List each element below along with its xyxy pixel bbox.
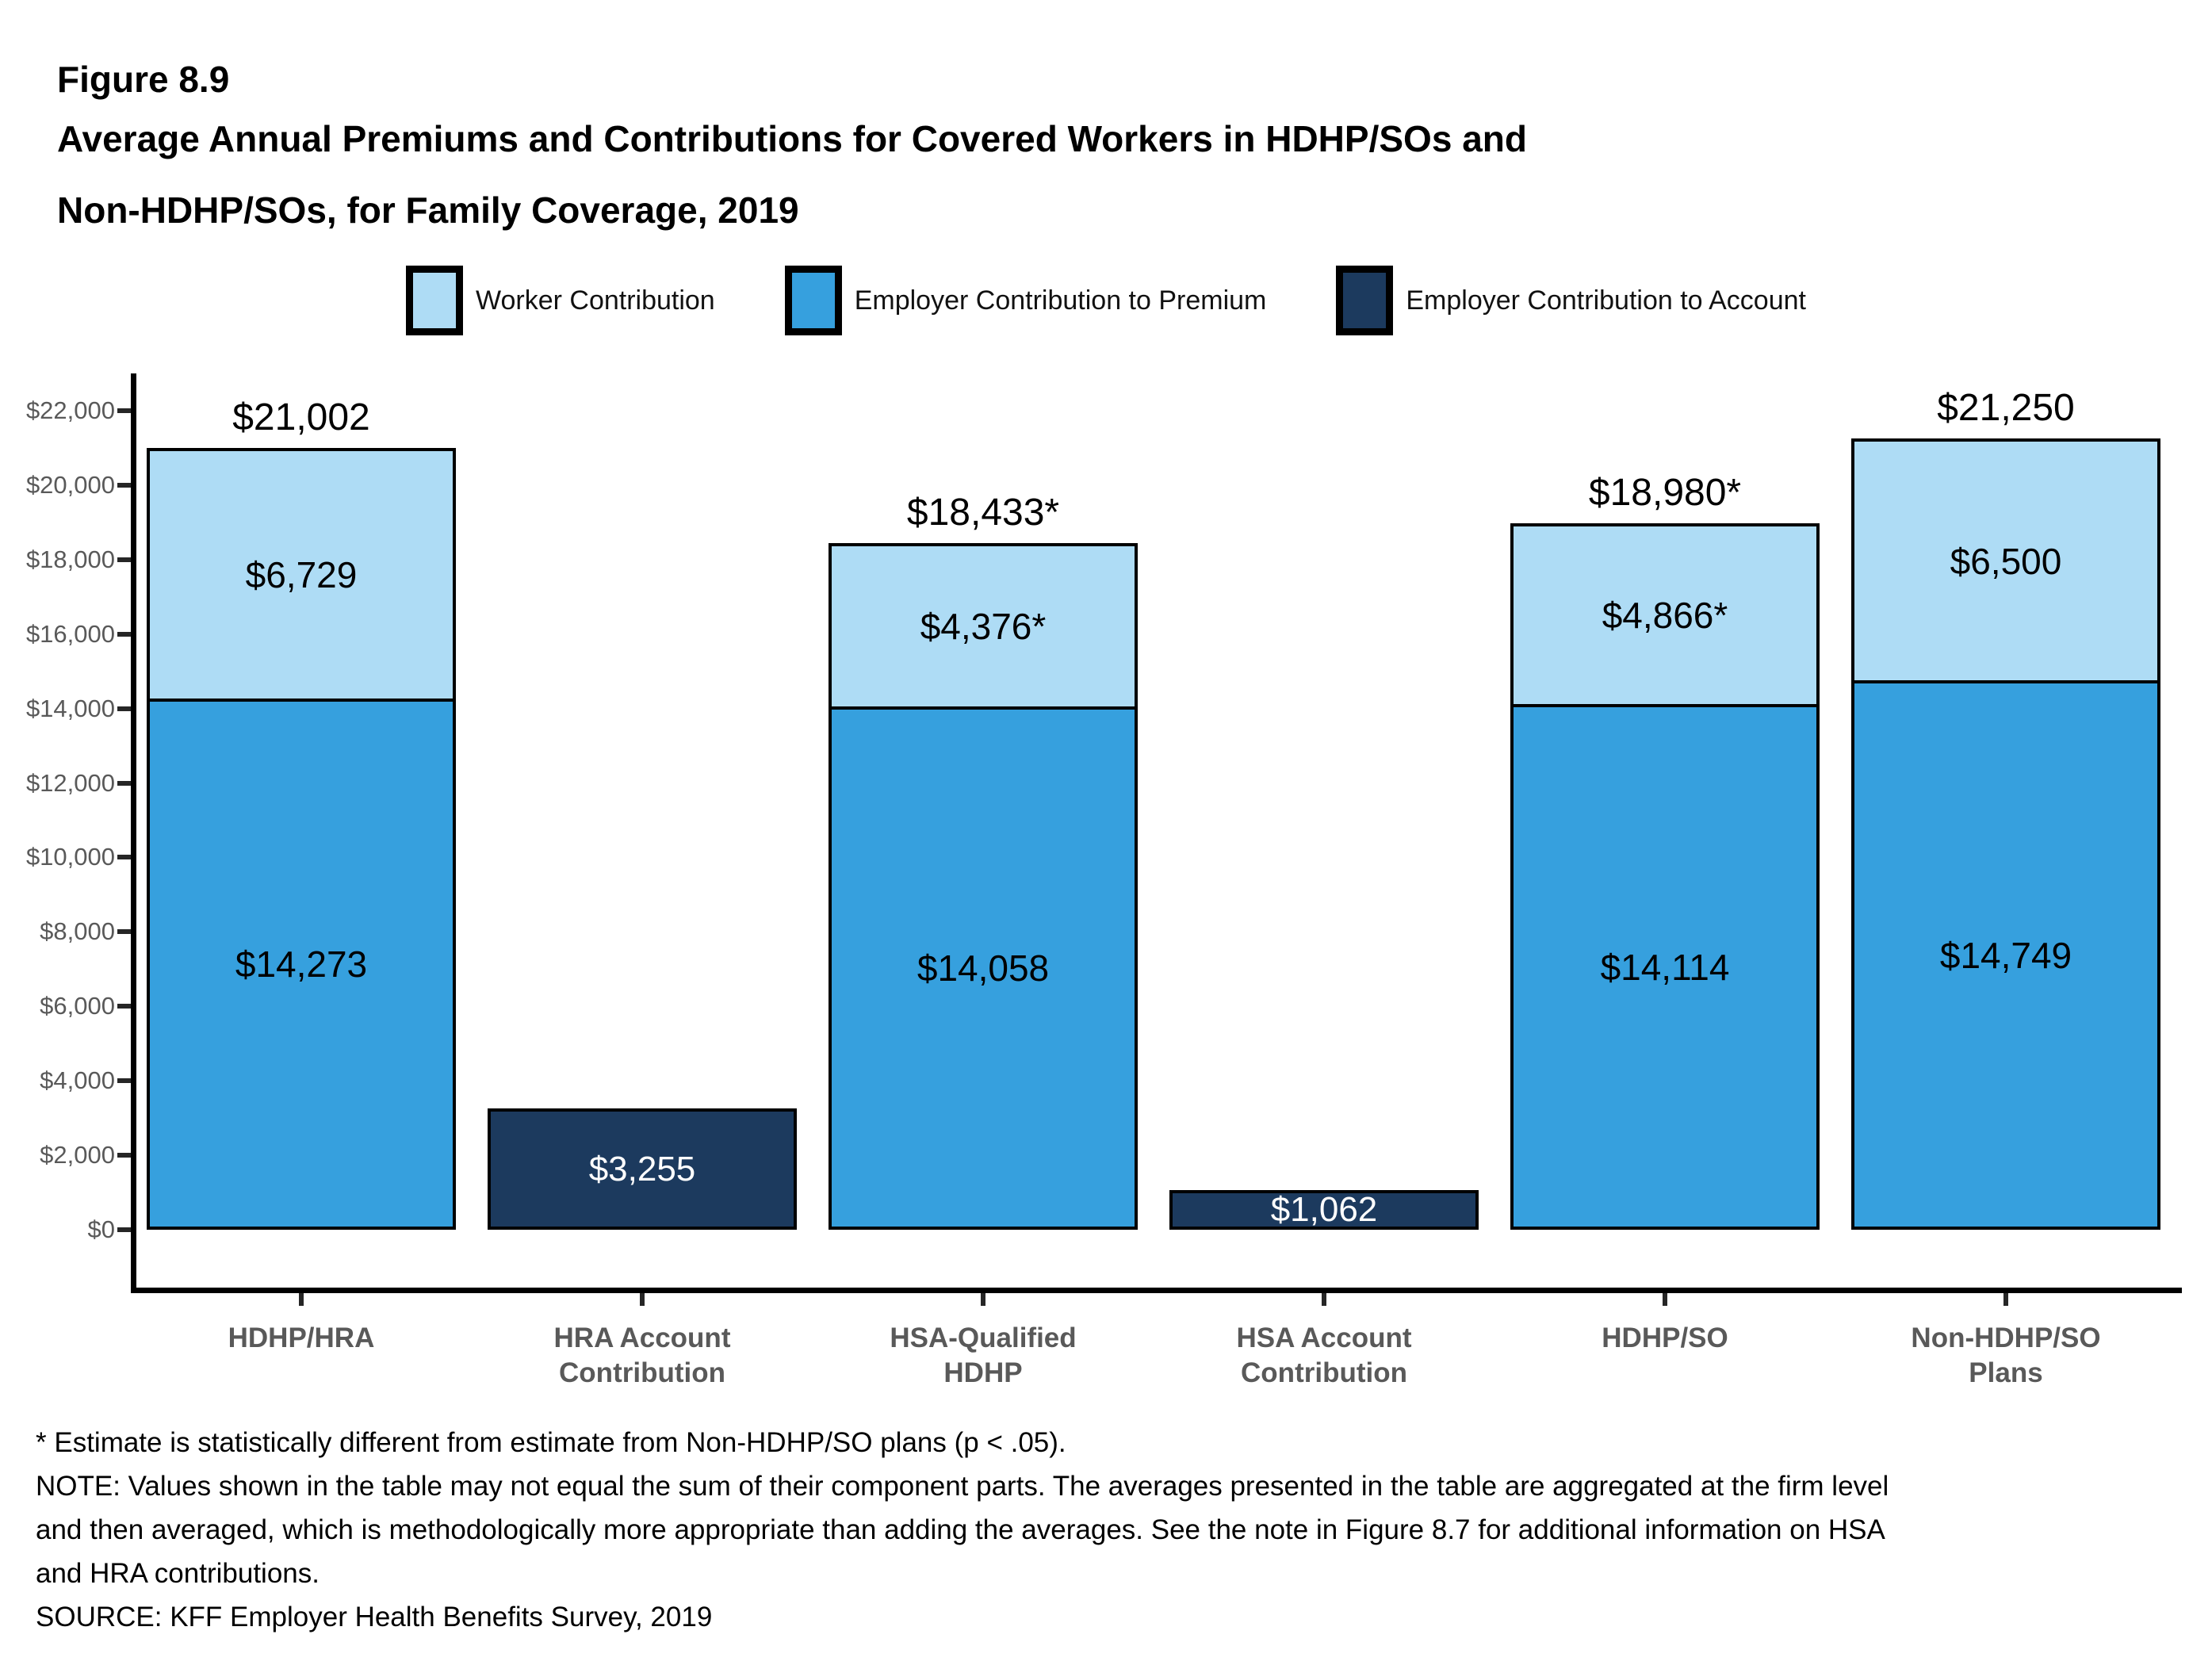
y-tick-mark: [117, 557, 131, 562]
category-label: HDHP/HRA: [228, 1322, 375, 1353]
y-tick-mark: [117, 408, 131, 413]
y-tick-mark: [117, 631, 131, 637]
x-tick-mark: [299, 1293, 304, 1306]
category-label: HDHP/SO: [1602, 1322, 1728, 1353]
category-label: HSA Account Contribution: [1236, 1322, 1412, 1388]
worker-contribution-swatch-icon: [406, 266, 463, 335]
footnote-note-line: NOTE: Values shown in the table may not …: [36, 1471, 1889, 1502]
x-axis-line: [131, 1288, 2182, 1293]
segment-value-label: $6,500: [1950, 540, 2062, 582]
chart-title-line-2: Non-HDHP/SOs, for Family Coverage, 2019: [57, 189, 799, 231]
y-tick-label: $16,000: [25, 619, 115, 648]
x-tick-mark: [1322, 1293, 1326, 1306]
footnote-asterisk: * Estimate is statistically different fr…: [36, 1427, 1066, 1458]
y-tick-mark: [117, 706, 131, 711]
footnote-note-line: and HRA contributions.: [36, 1558, 320, 1589]
y-tick-label: $8,000: [40, 917, 115, 946]
bar-segment-employer-premium: $14,058: [829, 706, 1138, 1230]
bar-total-label: $18,433*: [906, 492, 1060, 534]
y-tick-label: $10,000: [25, 843, 115, 871]
segment-value-label: $4,866*: [1602, 595, 1728, 637]
bar: $1,062: [1169, 1190, 1479, 1230]
segment-value-label: $4,376*: [920, 606, 1047, 648]
bar: $3,255: [488, 1108, 797, 1230]
y-tick-label: $12,000: [25, 768, 115, 797]
bar-total-label: $18,980*: [1588, 471, 1742, 514]
segment-value-label: $14,114: [1600, 946, 1730, 988]
footnote-note-line: and then averaged, which is methodologic…: [36, 1514, 1885, 1545]
bar-segment-employer-premium: $14,114: [1510, 704, 1820, 1230]
chart-area: $0 $2,000 $4,000 $6,000 $8,000 $10,000 $12,000…: [0, 344, 2212, 1414]
segment-value-label: $14,058: [917, 947, 1050, 989]
y-tick-mark: [117, 1153, 131, 1158]
y-tick-label: $20,000: [25, 470, 115, 499]
y-tick-label: $14,000: [25, 694, 115, 722]
employer-premium-swatch-icon: [784, 266, 842, 335]
bar-total-label: $21,002: [232, 396, 370, 438]
bar-segment-worker: $4,376*: [829, 543, 1138, 706]
y-tick-mark: [117, 1227, 131, 1232]
y-tick-mark: [117, 780, 131, 786]
bar-segment-employer-account: $1,062: [1169, 1190, 1479, 1230]
y-tick-mark: [117, 855, 131, 860]
legend-label: Employer Contribution to Account: [1406, 285, 1806, 316]
segment-value-label: $6,729: [245, 553, 358, 595]
x-tick-mark: [640, 1293, 645, 1306]
bar-segment-worker: $4,866*: [1510, 522, 1820, 705]
y-tick-label: $18,000: [25, 545, 115, 573]
legend-label: Worker Contribution: [476, 285, 715, 316]
x-tick-mark: [981, 1293, 985, 1306]
legend-label: Employer Contribution to Premium: [854, 285, 1267, 316]
employer-account-swatch-icon: [1336, 266, 1394, 335]
legend-item-employer-contribution-account: Employer Contribution to Account: [1336, 266, 1806, 335]
bar-segment-worker: $6,500: [1851, 438, 2160, 681]
chart-title-line-1: Average Annual Premiums and Contribution…: [57, 118, 1527, 159]
legend-item-worker-contribution: Worker Contribution: [406, 266, 715, 335]
source-line: SOURCE: KFF Employer Health Benefits Sur…: [36, 1602, 713, 1632]
segment-value-label: $14,273: [235, 943, 368, 985]
figure-number: Figure 8.9: [57, 59, 230, 100]
y-tick-label: $0: [87, 1215, 115, 1243]
x-tick-mark: [2003, 1293, 2008, 1306]
bar-segment-employer-account: $3,255: [488, 1108, 797, 1230]
y-tick-label: $22,000: [25, 396, 115, 424]
segment-value-label: $1,062: [1270, 1190, 1378, 1230]
y-tick-label: $6,000: [40, 992, 115, 1020]
figure-header: Figure 8.9 Average Annual Premiums and C…: [0, 0, 2212, 246]
footnotes: * Estimate is statistically different fr…: [0, 1414, 2212, 1639]
y-tick-mark: [117, 1004, 131, 1009]
bar-segment-worker: $6,729: [147, 447, 456, 699]
y-tick-label: $4,000: [40, 1066, 115, 1095]
category-label: Non-HDHP/SO Plans: [1911, 1322, 2101, 1388]
bar-segment-employer-premium: $14,749: [1851, 680, 2160, 1230]
bar: $14,058 $4,376*: [829, 543, 1138, 1230]
segment-value-label: $3,255: [588, 1149, 696, 1188]
y-tick-mark: [117, 1078, 131, 1084]
bar: $14,273 $6,729: [147, 447, 456, 1230]
bar: $14,114 $4,866*: [1510, 522, 1820, 1230]
bar-total-label: $21,250: [1937, 387, 2075, 430]
segment-value-label: $14,749: [1939, 934, 2072, 976]
x-tick-mark: [1663, 1293, 1667, 1306]
bar-segment-employer-premium: $14,273: [147, 698, 456, 1230]
y-tick-mark: [117, 482, 131, 488]
y-tick-mark: [117, 929, 131, 935]
bar: $14,749 $6,500: [1851, 438, 2160, 1230]
legend: Worker Contribution Employer Contributio…: [0, 257, 2212, 344]
legend-item-employer-contribution-premium: Employer Contribution to Premium: [784, 266, 1267, 335]
category-label: HSA-Qualified HDHP: [890, 1322, 1077, 1388]
y-tick-label: $2,000: [40, 1141, 115, 1169]
category-label: HRA Account Contribution: [553, 1322, 731, 1388]
y-axis-line: [131, 373, 136, 1293]
